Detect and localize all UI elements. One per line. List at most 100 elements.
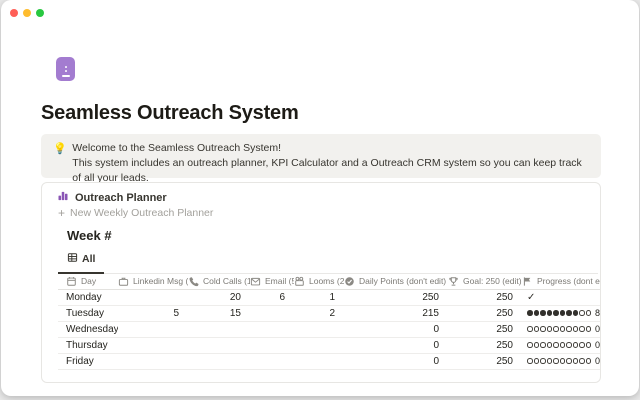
cell-looms[interactable] bbox=[294, 353, 344, 370]
progress-dot bbox=[566, 310, 572, 316]
cell-cold-calls[interactable]: 20 bbox=[188, 289, 250, 306]
window-controls bbox=[10, 9, 44, 17]
column-header-looms[interactable]: Looms (20) bbox=[294, 274, 344, 290]
column-label: Progress (dont edit) bbox=[537, 276, 600, 287]
cell-email[interactable]: 6 bbox=[250, 289, 294, 306]
cell-looms[interactable] bbox=[294, 337, 344, 354]
cell-cold-calls[interactable] bbox=[188, 321, 250, 338]
header-row: Day Linkedin Msg (5) Cold Calls (10) Ema… bbox=[58, 274, 600, 290]
progress-dot bbox=[533, 326, 539, 332]
cell-goal[interactable]: 250 bbox=[448, 305, 522, 322]
progress-dot bbox=[572, 358, 578, 364]
progress-dot bbox=[572, 310, 578, 316]
cell-day[interactable]: Friday bbox=[58, 353, 118, 370]
week-title[interactable]: Week # bbox=[67, 228, 112, 243]
cell-progress[interactable]: 86% bbox=[522, 305, 600, 322]
column-header-progress[interactable]: Progress (dont edit) bbox=[522, 274, 600, 290]
check-icon: ✓ bbox=[527, 291, 536, 303]
cell-day[interactable]: Thursday bbox=[58, 337, 118, 354]
plus-icon: + bbox=[58, 206, 66, 220]
column-header-day[interactable]: Day bbox=[58, 274, 118, 290]
progress-dot bbox=[559, 326, 565, 332]
progress-dot bbox=[546, 326, 552, 332]
cell-progress[interactable]: 0% bbox=[522, 337, 600, 354]
page-title[interactable]: Seamless Outreach System bbox=[41, 102, 299, 124]
progress-dot bbox=[533, 310, 539, 316]
column-header-email[interactable]: Email (5) bbox=[250, 274, 294, 290]
cell-linkedin[interactable] bbox=[118, 321, 188, 338]
cell-linkedin[interactable]: 5 bbox=[118, 305, 188, 322]
cell-linkedin[interactable] bbox=[118, 353, 188, 370]
bar-chart-icon bbox=[57, 189, 69, 207]
database-title-row[interactable]: Outreach Planner bbox=[42, 190, 600, 205]
cell-daily-points[interactable]: 0 bbox=[344, 321, 448, 338]
welcome-callout: 💡 Welcome to the Seamless Outreach Syste… bbox=[41, 134, 601, 184]
cell-goal[interactable]: 250 bbox=[448, 321, 522, 338]
new-weekly-planner-label: New Weekly Outreach Planner bbox=[70, 207, 214, 219]
progress-dot bbox=[559, 358, 565, 364]
column-header-cold-calls[interactable]: Cold Calls (10) bbox=[188, 274, 250, 290]
page-journal-icon[interactable] bbox=[56, 57, 75, 81]
progress-dot bbox=[585, 310, 591, 316]
cell-day[interactable]: Tuesday bbox=[58, 305, 118, 322]
cell-email[interactable] bbox=[250, 305, 294, 322]
progress-dot bbox=[572, 342, 578, 348]
cell-looms[interactable] bbox=[294, 321, 344, 338]
cell-daily-points[interactable]: 250 bbox=[344, 289, 448, 306]
progress-dot bbox=[533, 342, 539, 348]
cell-daily-points[interactable]: 0 bbox=[344, 353, 448, 370]
progress-dot bbox=[540, 310, 546, 316]
cell-email[interactable] bbox=[250, 337, 294, 354]
cell-looms[interactable]: 2 bbox=[294, 305, 344, 322]
cell-goal[interactable]: 250 bbox=[448, 337, 522, 354]
callout-line-2: This system includes an outreach planner… bbox=[72, 157, 582, 184]
tab-all[interactable]: All bbox=[58, 248, 105, 274]
column-label: Linkedin Msg (5) bbox=[133, 276, 188, 287]
tab-all-label: All bbox=[82, 253, 96, 265]
table-view-icon bbox=[67, 250, 78, 268]
column-header-linkedin-msg[interactable]: Linkedin Msg (5) bbox=[118, 274, 188, 290]
cell-linkedin[interactable] bbox=[118, 337, 188, 354]
cell-email[interactable] bbox=[250, 321, 294, 338]
progress-dot bbox=[553, 358, 559, 364]
cell-cold-calls[interactable] bbox=[188, 353, 250, 370]
column-label: Cold Calls (10) bbox=[203, 276, 250, 287]
journal-dot bbox=[65, 66, 67, 68]
cell-goal[interactable]: 250 bbox=[448, 353, 522, 370]
column-label: Day bbox=[81, 276, 97, 287]
progress-percent: 0% bbox=[595, 355, 600, 366]
column-header-daily-points[interactable]: Daily Points (don't edit) bbox=[344, 274, 448, 290]
cell-daily-points[interactable]: 215 bbox=[344, 305, 448, 322]
progress-dot bbox=[559, 310, 565, 316]
close-window-button[interactable] bbox=[10, 9, 18, 17]
cell-day[interactable]: Monday bbox=[58, 289, 118, 306]
progress-dot bbox=[540, 358, 546, 364]
cell-goal[interactable]: 250 bbox=[448, 289, 522, 306]
cell-linkedin[interactable] bbox=[118, 289, 188, 306]
minimize-window-button[interactable] bbox=[23, 9, 31, 17]
cell-email[interactable] bbox=[250, 353, 294, 370]
cell-progress[interactable]: ✓ bbox=[522, 289, 600, 306]
zoom-window-button[interactable] bbox=[36, 9, 44, 17]
new-weekly-planner-button[interactable]: + New Weekly Outreach Planner bbox=[42, 205, 600, 221]
planner-table: Day Linkedin Msg (5) Cold Calls (10) Ema… bbox=[58, 274, 600, 370]
progress-dot bbox=[527, 342, 533, 348]
cell-cold-calls[interactable] bbox=[188, 337, 250, 354]
journal-dot bbox=[65, 70, 67, 72]
cell-cold-calls[interactable]: 15 bbox=[188, 305, 250, 322]
cell-progress[interactable]: 0% bbox=[522, 321, 600, 338]
progress-dot bbox=[585, 358, 591, 364]
cell-looms[interactable]: 1 bbox=[294, 289, 344, 306]
progress-dot bbox=[527, 358, 533, 364]
cell-daily-points[interactable]: 0 bbox=[344, 337, 448, 354]
progress-dot bbox=[533, 358, 539, 364]
cell-day[interactable]: Wednesday bbox=[58, 321, 118, 338]
cell-progress[interactable]: 0% bbox=[522, 353, 600, 370]
lightbulb-icon: 💡 bbox=[53, 143, 67, 155]
column-label: Goal: 250 (edit) bbox=[463, 276, 522, 287]
column-header-goal[interactable]: Goal: 250 (edit) bbox=[448, 274, 522, 290]
table-row: Monday 20 6 1 250 250 ✓ bbox=[58, 289, 600, 306]
progress-dot bbox=[585, 342, 591, 348]
database-title[interactable]: Outreach Planner bbox=[75, 191, 167, 204]
